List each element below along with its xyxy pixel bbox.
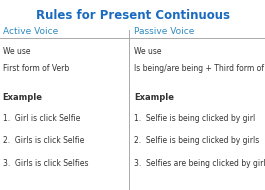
Text: Is being/are being + Third form of Verb: Is being/are being + Third form of Verb xyxy=(134,64,265,73)
Text: Example: Example xyxy=(134,93,174,102)
Text: 2.  Girls is click Selfie: 2. Girls is click Selfie xyxy=(3,136,84,145)
Text: 3.  Selfies are being clicked by girls: 3. Selfies are being clicked by girls xyxy=(134,159,265,168)
Text: 1.  Girl is click Selfie: 1. Girl is click Selfie xyxy=(3,114,80,123)
Text: Active Voice: Active Voice xyxy=(3,27,58,36)
Text: 1.  Selfie is being clicked by girl: 1. Selfie is being clicked by girl xyxy=(134,114,255,123)
Text: Passive Voice: Passive Voice xyxy=(134,27,194,36)
Text: Rules for Present Continuous: Rules for Present Continuous xyxy=(36,9,229,21)
Text: We use: We use xyxy=(134,47,161,55)
Text: First form of Verb: First form of Verb xyxy=(3,64,69,73)
Text: Example: Example xyxy=(3,93,43,102)
Text: 2.  Selfie is being clicked by girls: 2. Selfie is being clicked by girls xyxy=(134,136,259,145)
Text: We use: We use xyxy=(3,47,30,55)
Text: 3.  Girls is click Selfies: 3. Girls is click Selfies xyxy=(3,159,88,168)
